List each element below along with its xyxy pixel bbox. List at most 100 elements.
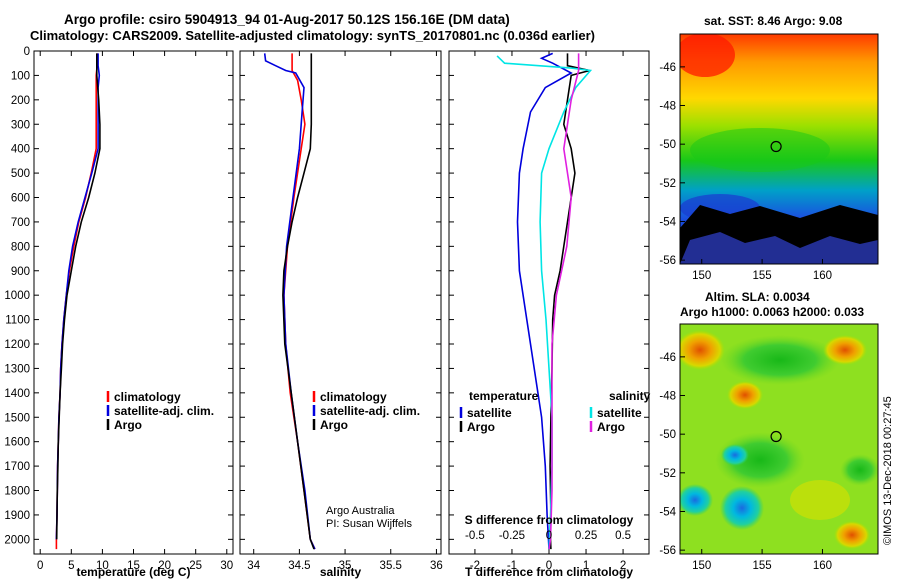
x-axis-label: T difference from climatology [465, 565, 633, 579]
series-line-argo [548, 53, 580, 550]
legend-entry: Argo [597, 420, 625, 434]
y-tick-label: 900 [11, 266, 30, 278]
x-tick-label: 10 [96, 560, 109, 572]
y-tick-label: 1400 [4, 388, 30, 400]
sla-low-patch [720, 486, 764, 530]
lat-tick-label: -56 [659, 545, 676, 557]
lon-tick-label: 160 [813, 560, 832, 572]
legend-entry: satellite [467, 406, 512, 420]
temperature-panel: 0100200300400500600700800900100011001200… [4, 46, 234, 579]
legend-entry: Argo [467, 420, 495, 434]
x2-tick-label: -0.5 [465, 530, 485, 542]
sla-high-patch [823, 335, 867, 365]
lat-tick-label: -50 [659, 429, 676, 441]
lat-tick-label: -48 [659, 391, 676, 403]
y-tick-label: 1200 [4, 339, 30, 351]
lon-tick-label: 155 [753, 560, 772, 572]
sla-map: -46 -48 -50 -52 -54 -56 150 155 160 [659, 323, 879, 572]
imos-stamp: ©IMOS 13-Dec-2018 00:27:45 [882, 396, 894, 545]
map-bottom-subtitle: Argo h1000: 0.0063 h2000: 0.033 [680, 305, 865, 319]
lon-tick-label: 155 [753, 270, 772, 282]
x2-axis-label: S difference from climatology [465, 513, 634, 527]
lat-tick-label: -46 [659, 62, 676, 74]
credit-line: Argo Australia [326, 505, 395, 517]
y-tick-label: 300 [11, 119, 30, 131]
sla-yellow-patch [790, 480, 850, 520]
sst-map-ticks: -46 -48 -50 -52 -54 -56 150 155 160 [659, 62, 832, 282]
y-tick-label: 0 [24, 46, 30, 58]
sla-low-patch [721, 444, 749, 466]
lat-tick-label: -54 [659, 506, 676, 518]
y-tick-label: 800 [11, 241, 30, 253]
legend-entry: satellite [597, 406, 642, 420]
legend-entry: climatology [320, 390, 387, 404]
sla-map-ticks: -46 -48 -50 -52 -54 -56 150 155 160 [659, 352, 832, 572]
x-axis-label: temperature (deg C) [76, 565, 190, 579]
x2-tick-label: 0.5 [615, 530, 631, 542]
legend-header: salinity [609, 389, 651, 403]
lon-tick-label: 150 [692, 270, 711, 282]
x-tick-label: 0 [546, 560, 552, 572]
x-tick-label: 15 [127, 560, 140, 572]
y-tick-label: 2000 [4, 534, 30, 546]
y-tick-label: 1600 [4, 437, 30, 449]
sst-map-frame [679, 33, 879, 265]
x-tick-label: 5 [68, 560, 74, 572]
y-tick-label: 1500 [4, 412, 30, 424]
x-tick-label: 30 [220, 560, 233, 572]
y-tick-label: 600 [11, 193, 30, 205]
lat-tick-label: -54 [659, 216, 676, 228]
lon-tick-label: 150 [692, 560, 711, 572]
y-tick-label: 1000 [4, 290, 30, 302]
legend-entry: satellite-adj. clim. [114, 404, 214, 418]
salinity-panel: 34 34.5 35 35.5 36 salinity climatologysatelli… [239, 50, 443, 579]
x-tick-label: 36 [430, 560, 443, 572]
x2-tick-label: 0 [546, 530, 552, 542]
legend-entry: Argo [320, 418, 348, 432]
sla-high-patch [727, 381, 763, 409]
sst-cold-patch [680, 232, 878, 264]
lat-tick-label: -56 [659, 255, 676, 267]
x2-tick-label: 0.25 [575, 530, 597, 542]
y-tick-label: 500 [11, 168, 30, 180]
y-tick-label: 1300 [4, 363, 30, 375]
lon-tick-label: 160 [813, 270, 832, 282]
y-tick-label: 1700 [4, 461, 30, 473]
sla-low-patch [680, 484, 713, 516]
legend-header: temperature [469, 389, 539, 403]
y-tick-label: 1100 [5, 315, 30, 327]
x-tick-label: 25 [189, 560, 202, 572]
map-top-title: sat. SST: 8.46 Argo: 9.08 [704, 14, 843, 28]
sst-green-band [690, 128, 830, 172]
x2-tick-label: -0.25 [499, 530, 525, 542]
credit-line: PI: Susan Wijffels [326, 518, 412, 530]
lat-tick-label: -46 [659, 352, 676, 364]
chart-subtitle: Climatology: CARS2009. Satellite-adjuste… [30, 28, 595, 43]
y-tick-label: 700 [11, 217, 30, 229]
y-tick-label: 1900 [4, 510, 30, 522]
sla-green-patch [720, 335, 840, 385]
difference-panel: -2 -1 0 1 2T difference from climatology temp… [448, 50, 651, 579]
x-tick-label: 1 [583, 560, 589, 572]
chart-title: Argo profile: csiro 5904913_94 01-Aug-20… [64, 12, 510, 27]
series-line-argo [55, 53, 101, 540]
legend-entry: Argo [114, 418, 142, 432]
plot-area [448, 50, 650, 555]
lat-tick-label: -48 [659, 101, 676, 113]
series-line-argo [282, 53, 315, 550]
lat-tick-label: -52 [659, 468, 676, 480]
float-position-marker [770, 140, 782, 153]
x-tick-label: -2 [470, 560, 480, 572]
lat-tick-label: -52 [659, 178, 676, 190]
x-tick-label: 35 [339, 560, 352, 572]
x-tick-label: -1 [507, 560, 517, 572]
y-tick-label: 200 [11, 95, 30, 107]
plot-area [33, 50, 234, 555]
x-tick-label: 34.5 [288, 560, 310, 572]
sla-map-frame [679, 323, 879, 555]
y-tick-label: 100 [11, 70, 30, 82]
x-tick-label: 35.5 [380, 560, 402, 572]
y-tick-label: 1800 [4, 486, 30, 498]
legend-entry: satellite-adj. clim. [320, 404, 420, 418]
